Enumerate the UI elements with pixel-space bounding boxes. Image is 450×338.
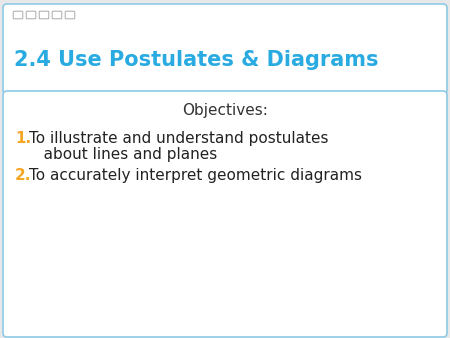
Text: Objectives:: Objectives: <box>182 102 268 118</box>
FancyBboxPatch shape <box>39 11 49 19</box>
FancyBboxPatch shape <box>65 11 75 19</box>
Text: 2.4 Use Postulates & Diagrams: 2.4 Use Postulates & Diagrams <box>14 50 378 70</box>
FancyBboxPatch shape <box>26 11 36 19</box>
FancyBboxPatch shape <box>52 11 62 19</box>
FancyBboxPatch shape <box>3 91 447 337</box>
Text: To accurately interpret geometric diagrams: To accurately interpret geometric diagra… <box>29 168 362 183</box>
Text: 2.: 2. <box>15 168 32 183</box>
Text: about lines and planes: about lines and planes <box>29 147 217 162</box>
FancyBboxPatch shape <box>3 4 447 94</box>
FancyBboxPatch shape <box>13 11 23 19</box>
Text: 1.: 1. <box>15 131 31 146</box>
Text: To illustrate and understand postulates: To illustrate and understand postulates <box>29 131 328 146</box>
